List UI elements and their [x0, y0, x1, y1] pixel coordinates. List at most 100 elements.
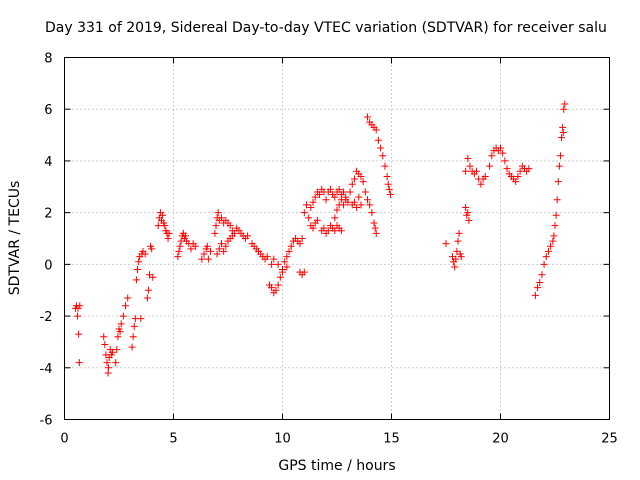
data-point [525, 165, 533, 173]
data-point [274, 281, 282, 289]
chart-title: Day 331 of 2019, Sidereal Day-to-day VTE… [45, 20, 607, 36]
y-tick-label: -2 [40, 310, 53, 325]
data-point [154, 222, 162, 230]
x-tick-label: 10 [274, 432, 291, 447]
y-tick-label: -4 [40, 362, 53, 377]
data-point [313, 216, 321, 224]
data-point [361, 188, 369, 196]
data-point [473, 167, 481, 175]
data-points [71, 100, 569, 377]
data-point [220, 247, 228, 255]
data-point [384, 180, 392, 188]
data-point [117, 320, 125, 328]
data-point [547, 242, 555, 250]
data-point [350, 175, 358, 183]
data-point [340, 201, 348, 209]
data-point [268, 260, 276, 268]
data-point [128, 343, 136, 351]
data-point [114, 333, 122, 341]
data-point [176, 242, 184, 250]
data-point [112, 359, 120, 367]
data-point [552, 211, 560, 219]
data-point [368, 209, 376, 217]
data-point [364, 196, 372, 204]
data-point [222, 242, 230, 250]
data-point [143, 294, 151, 302]
data-point [203, 242, 211, 250]
data-point [116, 328, 124, 336]
data-point [465, 216, 473, 224]
data-point [372, 229, 380, 237]
data-point [316, 191, 324, 199]
data-point [311, 193, 319, 201]
data-point [335, 185, 343, 193]
y-tick-label: -6 [40, 414, 53, 429]
data-point [198, 255, 206, 263]
grid-lines [64, 57, 610, 420]
data-point [101, 341, 109, 349]
data-point [344, 198, 352, 206]
y-tick-label: 4 [44, 155, 52, 170]
x-tick-labels: 0 5 10 15 20 25 [60, 432, 617, 447]
y-axis-title: SDTVAR / TECUs [7, 181, 23, 296]
data-point [276, 273, 284, 281]
data-point [105, 364, 113, 372]
data-point [285, 247, 293, 255]
data-point [161, 222, 169, 230]
data-point [164, 235, 172, 242]
data-point [464, 154, 472, 162]
axis-ticks [64, 57, 610, 420]
data-point [226, 222, 234, 230]
data-point [357, 201, 365, 209]
data-point [132, 276, 140, 284]
data-point [281, 258, 289, 266]
x-tick-label: 20 [492, 432, 509, 447]
data-point [544, 247, 552, 255]
data-point [298, 235, 306, 242]
data-point [555, 162, 563, 170]
data-point [76, 302, 84, 310]
data-point [263, 253, 271, 261]
data-point [75, 359, 83, 367]
data-point [353, 203, 361, 211]
data-point [283, 253, 291, 261]
data-point [331, 227, 339, 235]
data-point [200, 250, 208, 258]
data-point [272, 286, 280, 294]
x-tick-label: 15 [383, 432, 400, 447]
data-point [187, 245, 195, 253]
data-point [372, 126, 380, 134]
data-point [217, 214, 225, 222]
data-point [214, 209, 222, 217]
data-point [501, 157, 509, 165]
data-point [159, 211, 167, 219]
data-point [307, 203, 315, 211]
data-point [211, 229, 219, 237]
data-point [337, 227, 345, 235]
data-point [174, 253, 182, 261]
data-point [268, 284, 276, 292]
data-point [302, 201, 310, 209]
data-point [270, 255, 278, 263]
data-point [124, 294, 132, 302]
data-point [296, 240, 304, 248]
data-point [215, 245, 223, 253]
data-point [559, 128, 567, 136]
y-tick-label: 2 [44, 207, 52, 222]
data-point [553, 196, 561, 204]
data-point [542, 253, 550, 261]
data-point [540, 260, 548, 268]
data-point [217, 240, 225, 248]
data-point [381, 162, 389, 170]
data-point [135, 258, 143, 266]
data-point [538, 271, 546, 279]
data-point [119, 312, 127, 320]
x-tick-label: 0 [60, 432, 68, 447]
data-point [386, 191, 394, 199]
data-point [309, 198, 317, 206]
plot-frame [64, 57, 610, 420]
y-tick-labels: -6 -4 -2 0 2 4 6 8 [40, 52, 53, 429]
data-point [549, 237, 557, 245]
data-point [130, 322, 138, 330]
data-point [191, 242, 199, 250]
